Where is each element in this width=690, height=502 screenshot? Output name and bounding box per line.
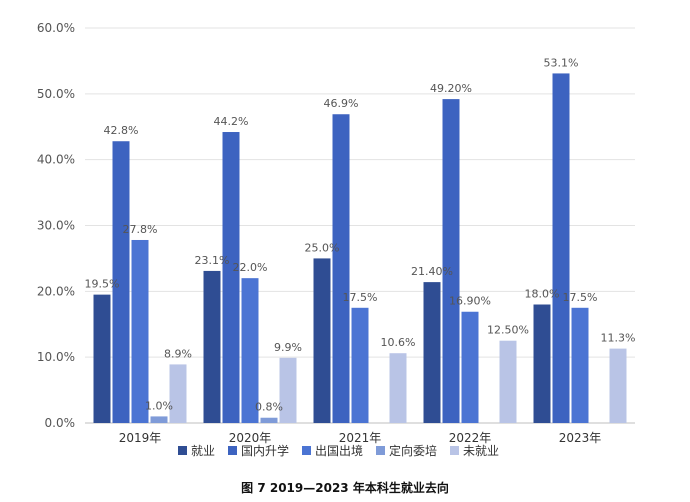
- x-axis: 2019年 2020年 2021年 2022年 2023年: [119, 431, 602, 445]
- bars: [93, 73, 627, 424]
- bar-4-2: [260, 417, 278, 423]
- bar-3-3: [351, 307, 369, 423]
- x-tick-label: 2021年: [339, 431, 382, 445]
- figure-caption: 图 7 2019—2023 年本科生就业去向: [241, 480, 449, 495]
- data-labels: 19.5% 42.8% 27.8% 1.0% 8.9% 23.1% 44.2% 22.0% 0.…: [85, 56, 636, 413]
- legend-label: 国内升学: [241, 443, 289, 458]
- bar-2-1: [112, 141, 130, 423]
- legend-label: 出国出境: [315, 443, 363, 458]
- data-label: 53.1%: [544, 56, 579, 69]
- data-label: 22.0%: [233, 261, 268, 274]
- gridlines: [85, 27, 635, 424]
- bar-5-4: [499, 340, 517, 423]
- data-label: 1.0%: [145, 399, 173, 412]
- bar-4-1: [150, 416, 168, 423]
- y-axis: 0.0% 10.0% 20.0% 30.0% 40.0% 50.0% 60.0%: [37, 21, 75, 430]
- legend-swatch: [178, 446, 187, 455]
- y-tick-label: 0.0%: [45, 416, 76, 430]
- data-label: 11.3%: [601, 332, 636, 345]
- y-tick-label: 20.0%: [37, 284, 75, 298]
- legend: 就业 国内升学 出国出境 定向委培 未就业: [178, 443, 499, 458]
- bar-2-4: [442, 99, 460, 423]
- legend-label: 未就业: [463, 444, 499, 458]
- bar-5-1: [169, 364, 187, 423]
- data-label: 23.1%: [195, 254, 230, 267]
- data-label: 10.6%: [381, 336, 416, 349]
- data-label: 0.8%: [255, 401, 283, 414]
- y-tick-label: 30.0%: [37, 219, 75, 233]
- x-tick-label: 2020年: [229, 431, 272, 445]
- x-tick-label: 2022年: [449, 431, 492, 445]
- data-label: 19.5%: [85, 278, 120, 291]
- data-label: 17.5%: [563, 291, 598, 304]
- x-tick-label: 2023年: [559, 431, 602, 445]
- bar-1-1: [93, 294, 111, 423]
- y-tick-label: 50.0%: [37, 87, 75, 101]
- data-label: 27.8%: [123, 223, 158, 236]
- data-label: 12.50%: [487, 324, 529, 337]
- bar-5-2: [279, 357, 297, 423]
- data-label: 44.2%: [214, 115, 249, 128]
- legend-swatch: [376, 446, 385, 455]
- bar-5-3: [389, 353, 407, 423]
- data-label: 17.5%: [343, 291, 378, 304]
- data-label: 8.9%: [164, 347, 192, 360]
- legend-swatch: [302, 446, 311, 455]
- bar-3-2: [241, 278, 259, 423]
- bar-1-2: [203, 270, 221, 423]
- bar-1-3: [313, 258, 331, 423]
- bar-3-5: [571, 307, 589, 423]
- bar-1-4: [423, 282, 441, 423]
- data-label: 9.9%: [274, 341, 302, 354]
- bar-2-5: [552, 73, 570, 424]
- bar-3-1: [131, 239, 149, 423]
- legend-label: 定向委培: [389, 443, 437, 458]
- y-tick-label: 60.0%: [37, 21, 75, 35]
- data-label: 25.0%: [305, 241, 340, 254]
- data-label: 18.0%: [525, 288, 560, 301]
- data-label: 16.90%: [449, 295, 491, 308]
- data-label: 46.9%: [324, 97, 359, 110]
- legend-swatch: [450, 446, 459, 455]
- legend-swatch: [228, 446, 237, 455]
- x-tick-label: 2019年: [119, 431, 162, 445]
- data-label: 21.40%: [411, 265, 453, 278]
- bar-3-4: [461, 311, 479, 423]
- data-label: 42.8%: [104, 124, 139, 137]
- data-label: 49.20%: [430, 82, 472, 95]
- bar-2-3: [332, 114, 350, 423]
- legend-label: 就业: [191, 444, 215, 458]
- bar-5-5: [609, 348, 627, 423]
- y-tick-label: 10.0%: [37, 350, 75, 364]
- bar-1-5: [533, 304, 551, 423]
- y-tick-label: 40.0%: [37, 153, 75, 167]
- bar-2-2: [222, 132, 240, 423]
